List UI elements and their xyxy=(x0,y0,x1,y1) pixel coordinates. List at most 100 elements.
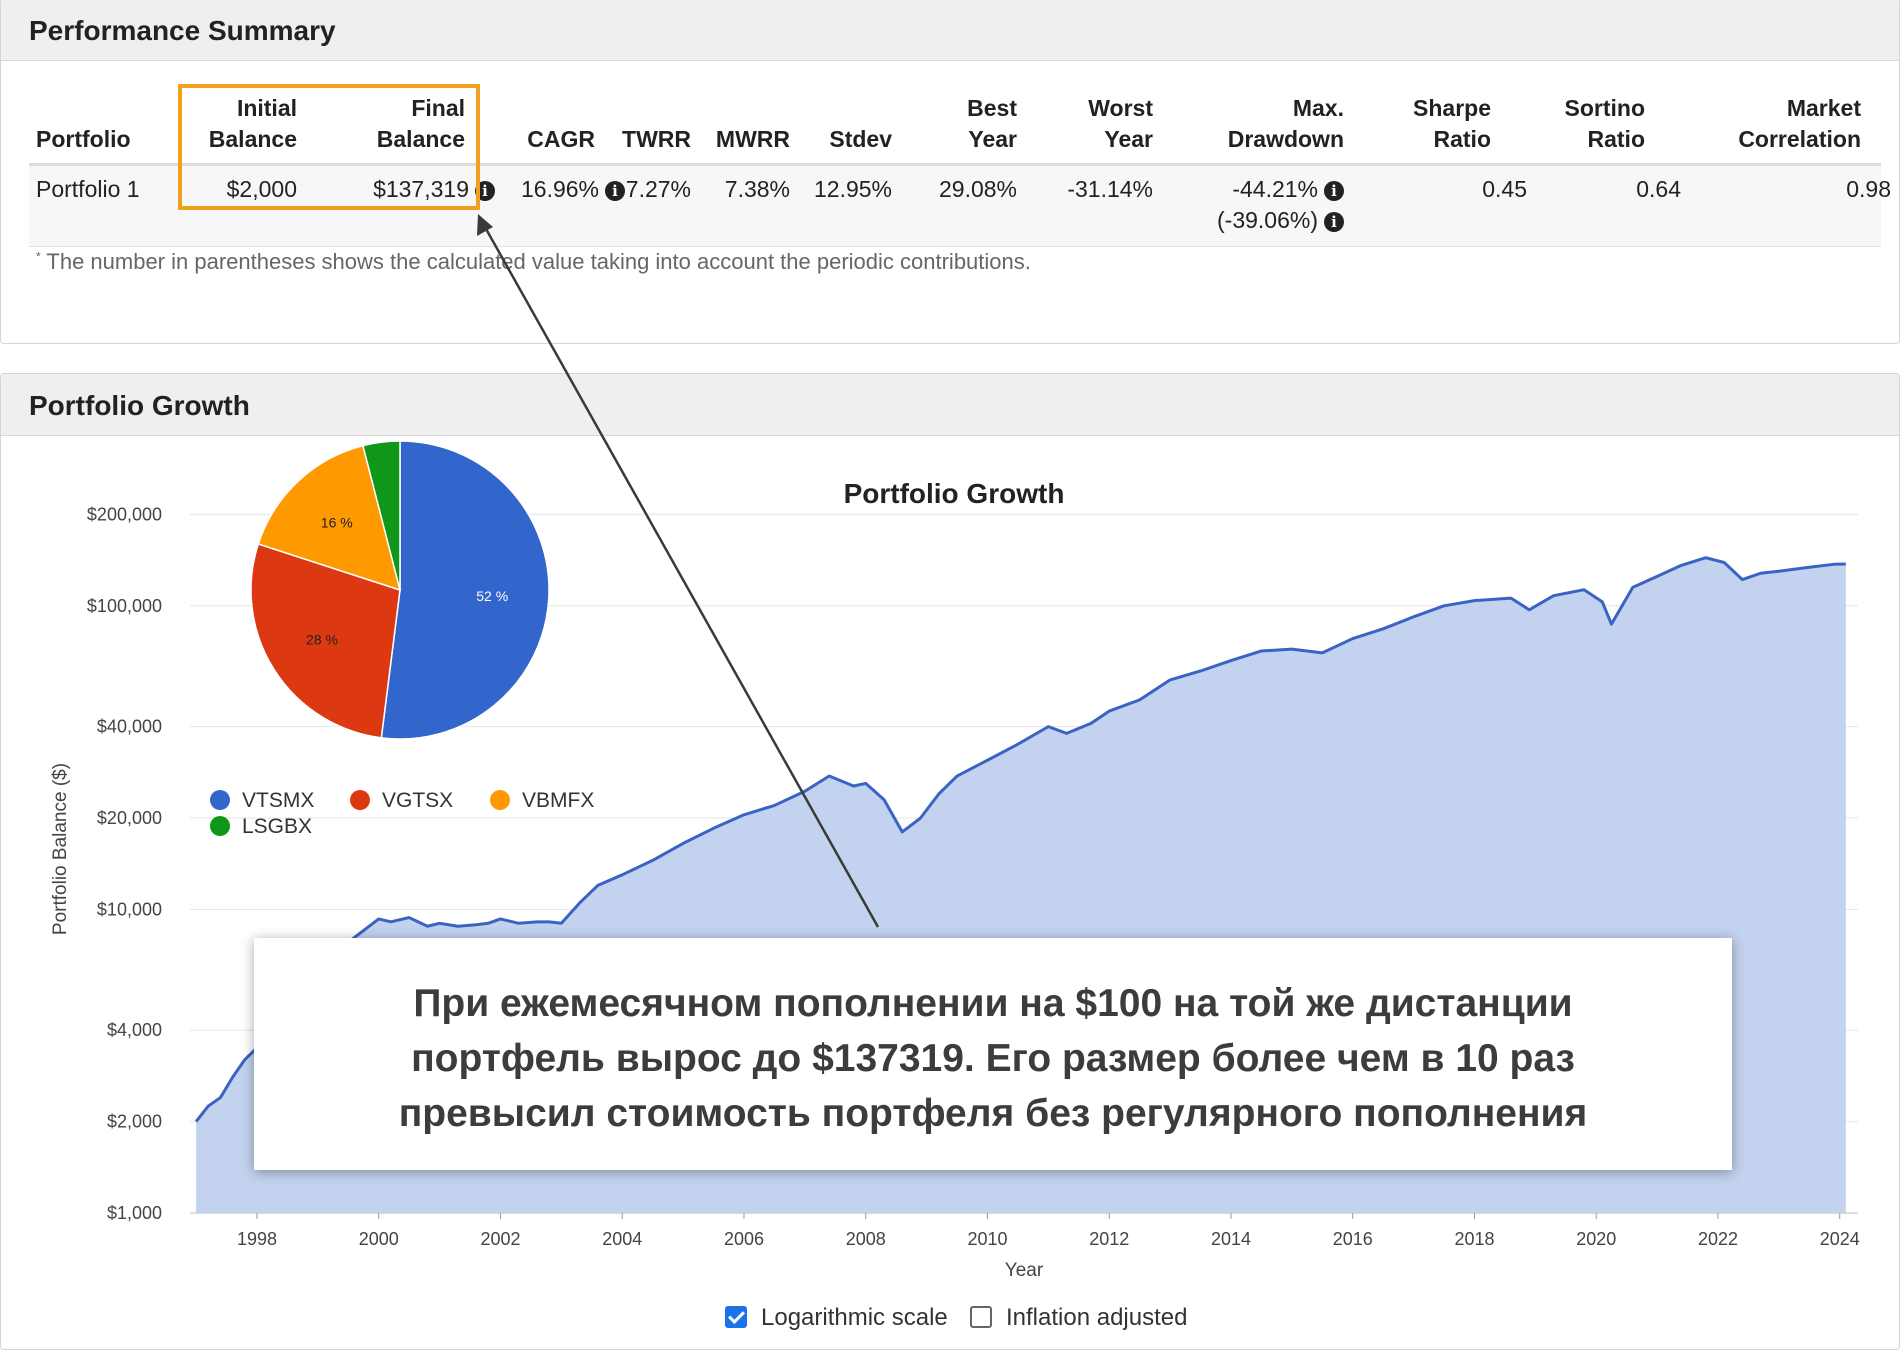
x-tick-label: 2014 xyxy=(1211,1229,1251,1249)
x-tick-label: 2006 xyxy=(724,1229,764,1249)
footnote-mark: * xyxy=(36,249,41,264)
allocation-pie-chart: 52 % 28 % 16 % VTSMX VGTSX VBMFX LSGBX xyxy=(210,440,594,838)
header-final-2: Balance xyxy=(376,126,465,152)
y-tick-label: $1,000 xyxy=(107,1203,162,1223)
x-tick-label: 2000 xyxy=(359,1229,399,1249)
cell-market-correlation: 0.98 xyxy=(1846,176,1891,202)
final-balance-value: $137,319 xyxy=(373,176,469,202)
header-portfolio: Portfolio xyxy=(36,126,131,152)
header-sharpe-1: Sharpe xyxy=(1413,95,1491,121)
header-maxdd-1: Max. xyxy=(1292,95,1344,121)
info-icon[interactable]: i xyxy=(1324,212,1344,232)
x-tick-label: 2010 xyxy=(967,1229,1007,1249)
cell-best-year: 29.08% xyxy=(938,176,1017,202)
info-icon[interactable]: i xyxy=(1324,181,1344,201)
growth-chart-title: Portfolio Growth xyxy=(844,478,1065,509)
header-cagr: CAGR xyxy=(527,126,595,152)
pie-data-label: 28 % xyxy=(306,631,338,647)
annotation-callout: При ежемесячном пополнении на $100 на то… xyxy=(254,938,1732,1170)
cell-final-balance: $137,319 i xyxy=(335,174,495,205)
legend-marker-vgtsx xyxy=(350,790,370,810)
pie-slice-lsgbx xyxy=(362,440,401,591)
y-tick-label: $100,000 xyxy=(87,596,162,616)
y-axis-label: Portfolio Balance ($) xyxy=(50,763,71,935)
annotation-arrow xyxy=(477,214,880,928)
legend-marker-vtsmx xyxy=(210,790,230,810)
y-tick-label: $200,000 xyxy=(87,504,162,524)
footnote-text: The number in parentheses shows the calc… xyxy=(46,249,1031,274)
header-mcorr-1: Market xyxy=(1786,95,1861,121)
header-best-2: Year xyxy=(968,126,1017,152)
cell-initial-balance: $2,000 xyxy=(226,176,297,202)
header-twrr: TWRR xyxy=(622,126,691,152)
cell-max-drawdown-alt: (-39.06%) i xyxy=(1179,205,1344,236)
x-tick-label: 2012 xyxy=(1089,1229,1129,1249)
legend-marker-lsgbx xyxy=(210,816,230,836)
cell-max-drawdown: -44.21% i xyxy=(1179,174,1344,205)
footnote: * The number in parentheses shows the ca… xyxy=(36,249,1031,275)
x-tick-label: 2008 xyxy=(846,1229,886,1249)
y-tick-label: $2,000 xyxy=(107,1112,162,1132)
cell-sortino: 0.64 xyxy=(1636,176,1681,202)
pie-data-label: 52 % xyxy=(476,588,508,604)
x-tick-label: 2018 xyxy=(1454,1229,1494,1249)
pie-slice-vtsmx xyxy=(380,440,550,740)
x-tick-label: 2024 xyxy=(1820,1229,1860,1249)
header-sortino-1: Sortino xyxy=(1564,95,1646,121)
legend-label-vgtsx: VGTSX xyxy=(382,789,453,812)
portfolio-growth-title: Portfolio Growth xyxy=(29,390,250,421)
inflation-adjusted-label[interactable]: Inflation adjusted xyxy=(1006,1304,1188,1331)
legend-label-lsgbx: LSGBX xyxy=(242,815,312,838)
header-initial-2: Balance xyxy=(208,126,297,152)
max-drawdown-alt-value: (-39.06%) xyxy=(1217,207,1318,233)
cell-cagr: 16.96% i xyxy=(465,174,625,205)
logarithmic-scale-checkbox[interactable] xyxy=(725,1306,747,1328)
header-mwrr: MWRR xyxy=(715,126,790,152)
legend-label-vbmfx: VBMFX xyxy=(522,789,594,812)
header-final-1: Final xyxy=(411,95,465,121)
legend-marker-vbmfx xyxy=(490,790,510,810)
cell-sharpe: 0.45 xyxy=(1482,176,1527,202)
x-tick-label: 2022 xyxy=(1698,1229,1738,1249)
pie-slice-vbmfx xyxy=(257,444,402,592)
highlight-box xyxy=(178,84,480,210)
cell-twrr: 7.27% xyxy=(625,176,691,202)
pie-data-label: 16 % xyxy=(321,515,353,531)
x-tick-label: 1998 xyxy=(237,1229,277,1249)
performance-summary-title: Performance Summary xyxy=(29,15,336,46)
max-drawdown-value: -44.21% xyxy=(1232,176,1318,202)
header-maxdd-2: Drawdown xyxy=(1227,126,1344,152)
header-sharpe-2: Ratio xyxy=(1433,126,1492,152)
cell-mwrr: 7.38% xyxy=(724,176,790,202)
y-tick-label: $10,000 xyxy=(97,899,162,919)
cell-portfolio: Portfolio 1 xyxy=(36,176,140,202)
arrow-head xyxy=(477,214,493,236)
y-tick-label: $40,000 xyxy=(97,717,162,737)
y-tick-label: $4,000 xyxy=(107,1020,162,1040)
header-divider xyxy=(29,163,1881,166)
performance-summary-panel: Performance Summary Portfolio Initial Ba… xyxy=(0,0,1900,344)
x-tick-label: 2016 xyxy=(1333,1229,1373,1249)
performance-summary-header: Performance Summary xyxy=(1,0,1899,61)
header-worst-1: Worst xyxy=(1088,95,1153,121)
x-tick-label: 2020 xyxy=(1576,1229,1616,1249)
arrow-line xyxy=(479,219,880,928)
header-initial-1: Initial xyxy=(236,95,297,121)
logarithmic-scale-label[interactable]: Logarithmic scale xyxy=(761,1304,948,1331)
info-icon[interactable]: i xyxy=(605,181,625,201)
cell-worst-year: -31.14% xyxy=(1067,176,1153,202)
header-sortino-2: Ratio xyxy=(1587,126,1646,152)
growth-line xyxy=(194,556,1846,1123)
x-axis-label: Year xyxy=(1005,1260,1044,1281)
x-tick-label: 2004 xyxy=(602,1229,642,1249)
legend-label-vtsmx: VTSMX xyxy=(242,789,314,812)
portfolio-growth-header: Portfolio Growth xyxy=(1,374,1899,436)
header-mcorr-2: Correlation xyxy=(1738,126,1861,152)
inflation-adjusted-checkbox[interactable] xyxy=(970,1306,992,1328)
cagr-value: 16.96% xyxy=(520,176,599,202)
header-best-1: Best xyxy=(967,95,1017,121)
callout-text: При ежемесячном пополнении на $100 на то… xyxy=(398,982,1588,1135)
header-stdev: Stdev xyxy=(829,126,892,152)
x-tick-label: 2002 xyxy=(480,1229,520,1249)
info-icon[interactable]: i xyxy=(475,181,495,201)
